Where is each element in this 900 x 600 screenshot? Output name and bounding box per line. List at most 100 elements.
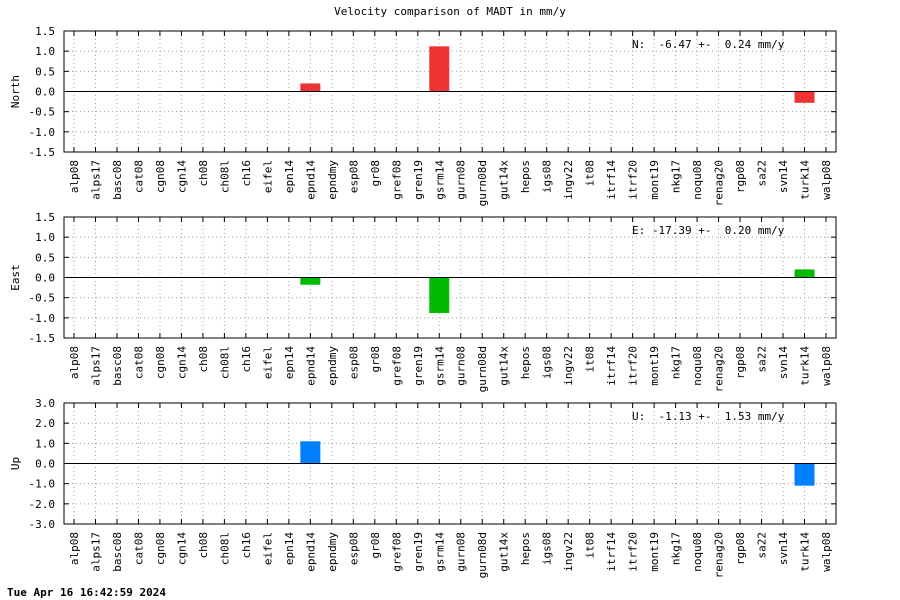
up-xtick-label: mont19: [648, 532, 661, 572]
up-xtick-label: ch08: [197, 532, 210, 559]
up-xtick-label: epn14: [283, 532, 296, 565]
north-xtick-label: alp08: [68, 160, 81, 193]
north-xtick-label: cat08: [132, 160, 145, 193]
north-ytick-label: 0.5: [35, 65, 55, 78]
up-ytick-label: -1.0: [29, 478, 56, 491]
east-xtick-label: gren19: [412, 346, 425, 386]
east-xtick-label: alp08: [68, 346, 81, 379]
north-xtick-label: svn14: [777, 160, 790, 193]
east-xtick-label: cat08: [132, 346, 145, 379]
up-xtick-label: gut14x: [498, 532, 511, 572]
east-axis-label: East: [9, 264, 22, 291]
east-xtick-label: epndmy: [326, 346, 339, 386]
up-xtick-label: gr08: [369, 532, 382, 559]
chart-title: Velocity comparison of MADT in mm/y: [334, 5, 566, 18]
up-xtick-label: it08: [584, 532, 597, 559]
north-xtick-label: renag20: [713, 160, 726, 206]
up-xtick-label: nkg17: [670, 532, 683, 565]
up-xtick-label: hepos: [519, 532, 532, 565]
north-axis-label: North: [9, 75, 22, 108]
north-bar-turk14: [794, 91, 815, 103]
east-bar-epnd14: [300, 277, 321, 285]
east-xtick-label: it08: [584, 346, 597, 373]
east-xtick-label: epn14: [283, 346, 296, 379]
up-xtick-label: rgp08: [734, 532, 747, 565]
north-xtick-label: turk14: [799, 160, 812, 200]
up-xtick-label: gren19: [412, 532, 425, 572]
east-xtick-label: igs08: [541, 346, 554, 379]
east-xtick-label: noqu08: [691, 346, 704, 386]
up-xtick-label: epndmy: [326, 532, 339, 572]
east-xtick-label: gr08: [369, 346, 382, 373]
north-xtick-label: gr08: [369, 160, 382, 187]
east-ytick-label: 1.5: [35, 211, 55, 224]
north-ytick-label: 1.5: [35, 25, 55, 38]
north-xtick-label: cgn14: [175, 160, 188, 193]
east-xtick-label: epnd14: [304, 346, 317, 386]
north-bar-gsrm14: [429, 46, 450, 92]
up-xtick-label: svn14: [777, 532, 790, 565]
east-xtick-label: renag20: [713, 346, 726, 392]
north-xtick-label: nkg17: [670, 160, 683, 193]
east-xtick-label: ch08l: [218, 346, 231, 379]
north-xtick-label: gsrm14: [433, 160, 446, 200]
east-xtick-label: itrf20: [627, 346, 640, 386]
up-xtick-label: gsrm14: [433, 532, 446, 572]
north-xtick-label: walp08: [820, 160, 833, 200]
up-xtick-label: cgn14: [175, 532, 188, 565]
up-ytick-label: -3.0: [29, 518, 56, 531]
up-xtick-label: alp08: [68, 532, 81, 565]
north-xtick-label: ch08: [197, 160, 210, 187]
up-xtick-label: itrf14: [605, 532, 618, 572]
north-xtick-label: mont19: [648, 160, 661, 200]
north-xtick-label: noqu08: [691, 160, 704, 200]
east-xtick-label: sa22: [756, 346, 769, 373]
east-xtick-label: mont19: [648, 346, 661, 386]
footer-timestamp: Tue Apr 16 16:42:59 2024: [7, 586, 166, 599]
up-xtick-label: ingv22: [562, 532, 575, 572]
east-xtick-label: gut14x: [498, 346, 511, 386]
north-ytick-label: 0.0: [35, 86, 55, 99]
north-xtick-label: igs08: [541, 160, 554, 193]
north-xtick-label: sa22: [756, 160, 769, 187]
north-xtick-label: ingv22: [562, 160, 575, 200]
up-xtick-label: gurn08d: [476, 532, 489, 578]
east-xtick-label: turk14: [799, 346, 812, 386]
up-xtick-label: gref08: [390, 532, 403, 572]
up-xtick-label: noqu08: [691, 532, 704, 572]
up-xtick-label: itrf20: [627, 532, 640, 572]
up-plot-frame: [63, 402, 837, 525]
east-xtick-label: alps17: [89, 346, 102, 386]
up-xtick-label: eifel: [261, 532, 274, 565]
north-plot-frame: [63, 30, 837, 153]
up-xtick-label: cgn08: [154, 532, 167, 565]
north-xtick-label: ch16: [240, 160, 253, 187]
up-axis-label: Up: [9, 457, 22, 470]
north-xtick-label: gref08: [390, 160, 403, 200]
east-xtick-label: gsrm14: [433, 346, 446, 386]
east-bar-gsrm14: [429, 277, 450, 313]
north-xtick-label: epndmy: [326, 160, 339, 200]
north-xtick-label: ch08l: [218, 160, 231, 193]
up-ytick-label: 0.0: [35, 458, 55, 471]
up-xtick-label: renag20: [713, 532, 726, 578]
up-xtick-label: cat08: [132, 532, 145, 565]
north-ytick-label: 1.0: [35, 45, 55, 58]
east-xtick-label: eifel: [261, 346, 274, 379]
up-ytick-label: 2.0: [35, 417, 55, 430]
east-ytick-label: -0.5: [29, 292, 56, 305]
north-xtick-label: basc08: [111, 160, 124, 200]
up-xtick-label: epnd14: [304, 532, 317, 572]
north-xtick-label: gurn08d: [476, 160, 489, 206]
up-xtick-label: gurn08: [455, 532, 468, 572]
north-xtick-label: esp08: [347, 160, 360, 193]
east-xtick-label: ingv22: [562, 346, 575, 386]
north-xtick-label: gut14x: [498, 160, 511, 200]
up-xtick-label: ch16: [240, 532, 253, 559]
north-bar-epnd14: [300, 83, 321, 92]
east-xtick-label: ch08: [197, 346, 210, 373]
up-xtick-label: turk14: [799, 532, 812, 572]
east-ytick-label: -1.0: [29, 312, 56, 325]
north-xtick-label: epn14: [283, 160, 296, 193]
